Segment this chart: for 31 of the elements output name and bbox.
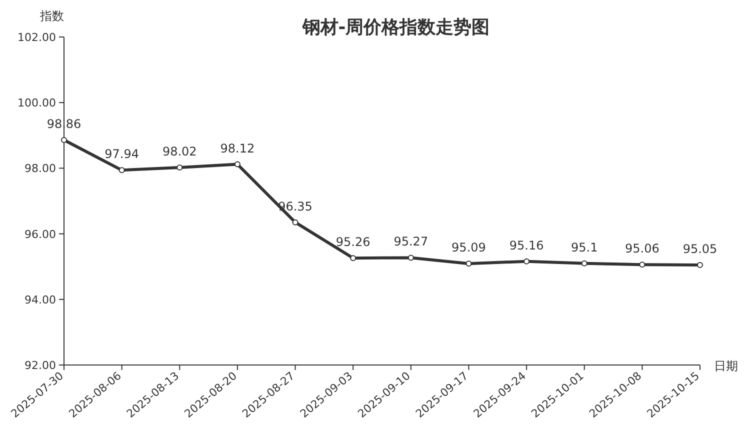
point — [350, 255, 356, 262]
y-axis-title: 指数 — [39, 9, 64, 23]
point — [466, 260, 472, 267]
data-label: 95.26 — [336, 235, 370, 250]
y-tick-label: 96.00 — [24, 228, 56, 241]
data-label: 95.06 — [625, 242, 660, 256]
y-tick-label: 100.00 — [18, 96, 56, 110]
data-label: 95.05 — [682, 242, 718, 256]
y-tick-label: 102.00 — [18, 31, 56, 44]
x-axis-title: 日期 — [714, 359, 738, 373]
point — [639, 262, 646, 268]
data-label: 95.09 — [452, 240, 486, 255]
data-label: 98.12 — [220, 141, 255, 156]
data-label: 97.94 — [104, 147, 139, 162]
point — [292, 219, 298, 226]
chart-title: 钢材-周价格指数走势图 — [301, 17, 490, 38]
point — [697, 262, 703, 268]
data-label: 95.1 — [571, 240, 598, 254]
y-tick-label: 94.00 — [24, 293, 56, 306]
point — [524, 258, 530, 264]
data-label: 95.27 — [394, 234, 428, 249]
y-tick-label: 98.00 — [24, 162, 56, 176]
point — [176, 164, 183, 171]
point — [234, 161, 240, 168]
point — [61, 136, 67, 143]
point — [408, 254, 414, 261]
point — [581, 260, 588, 266]
point — [118, 167, 125, 174]
data-label: 95.16 — [509, 238, 544, 252]
y-tick-label: 92.00 — [24, 359, 56, 372]
data-label: 98.02 — [162, 144, 197, 159]
